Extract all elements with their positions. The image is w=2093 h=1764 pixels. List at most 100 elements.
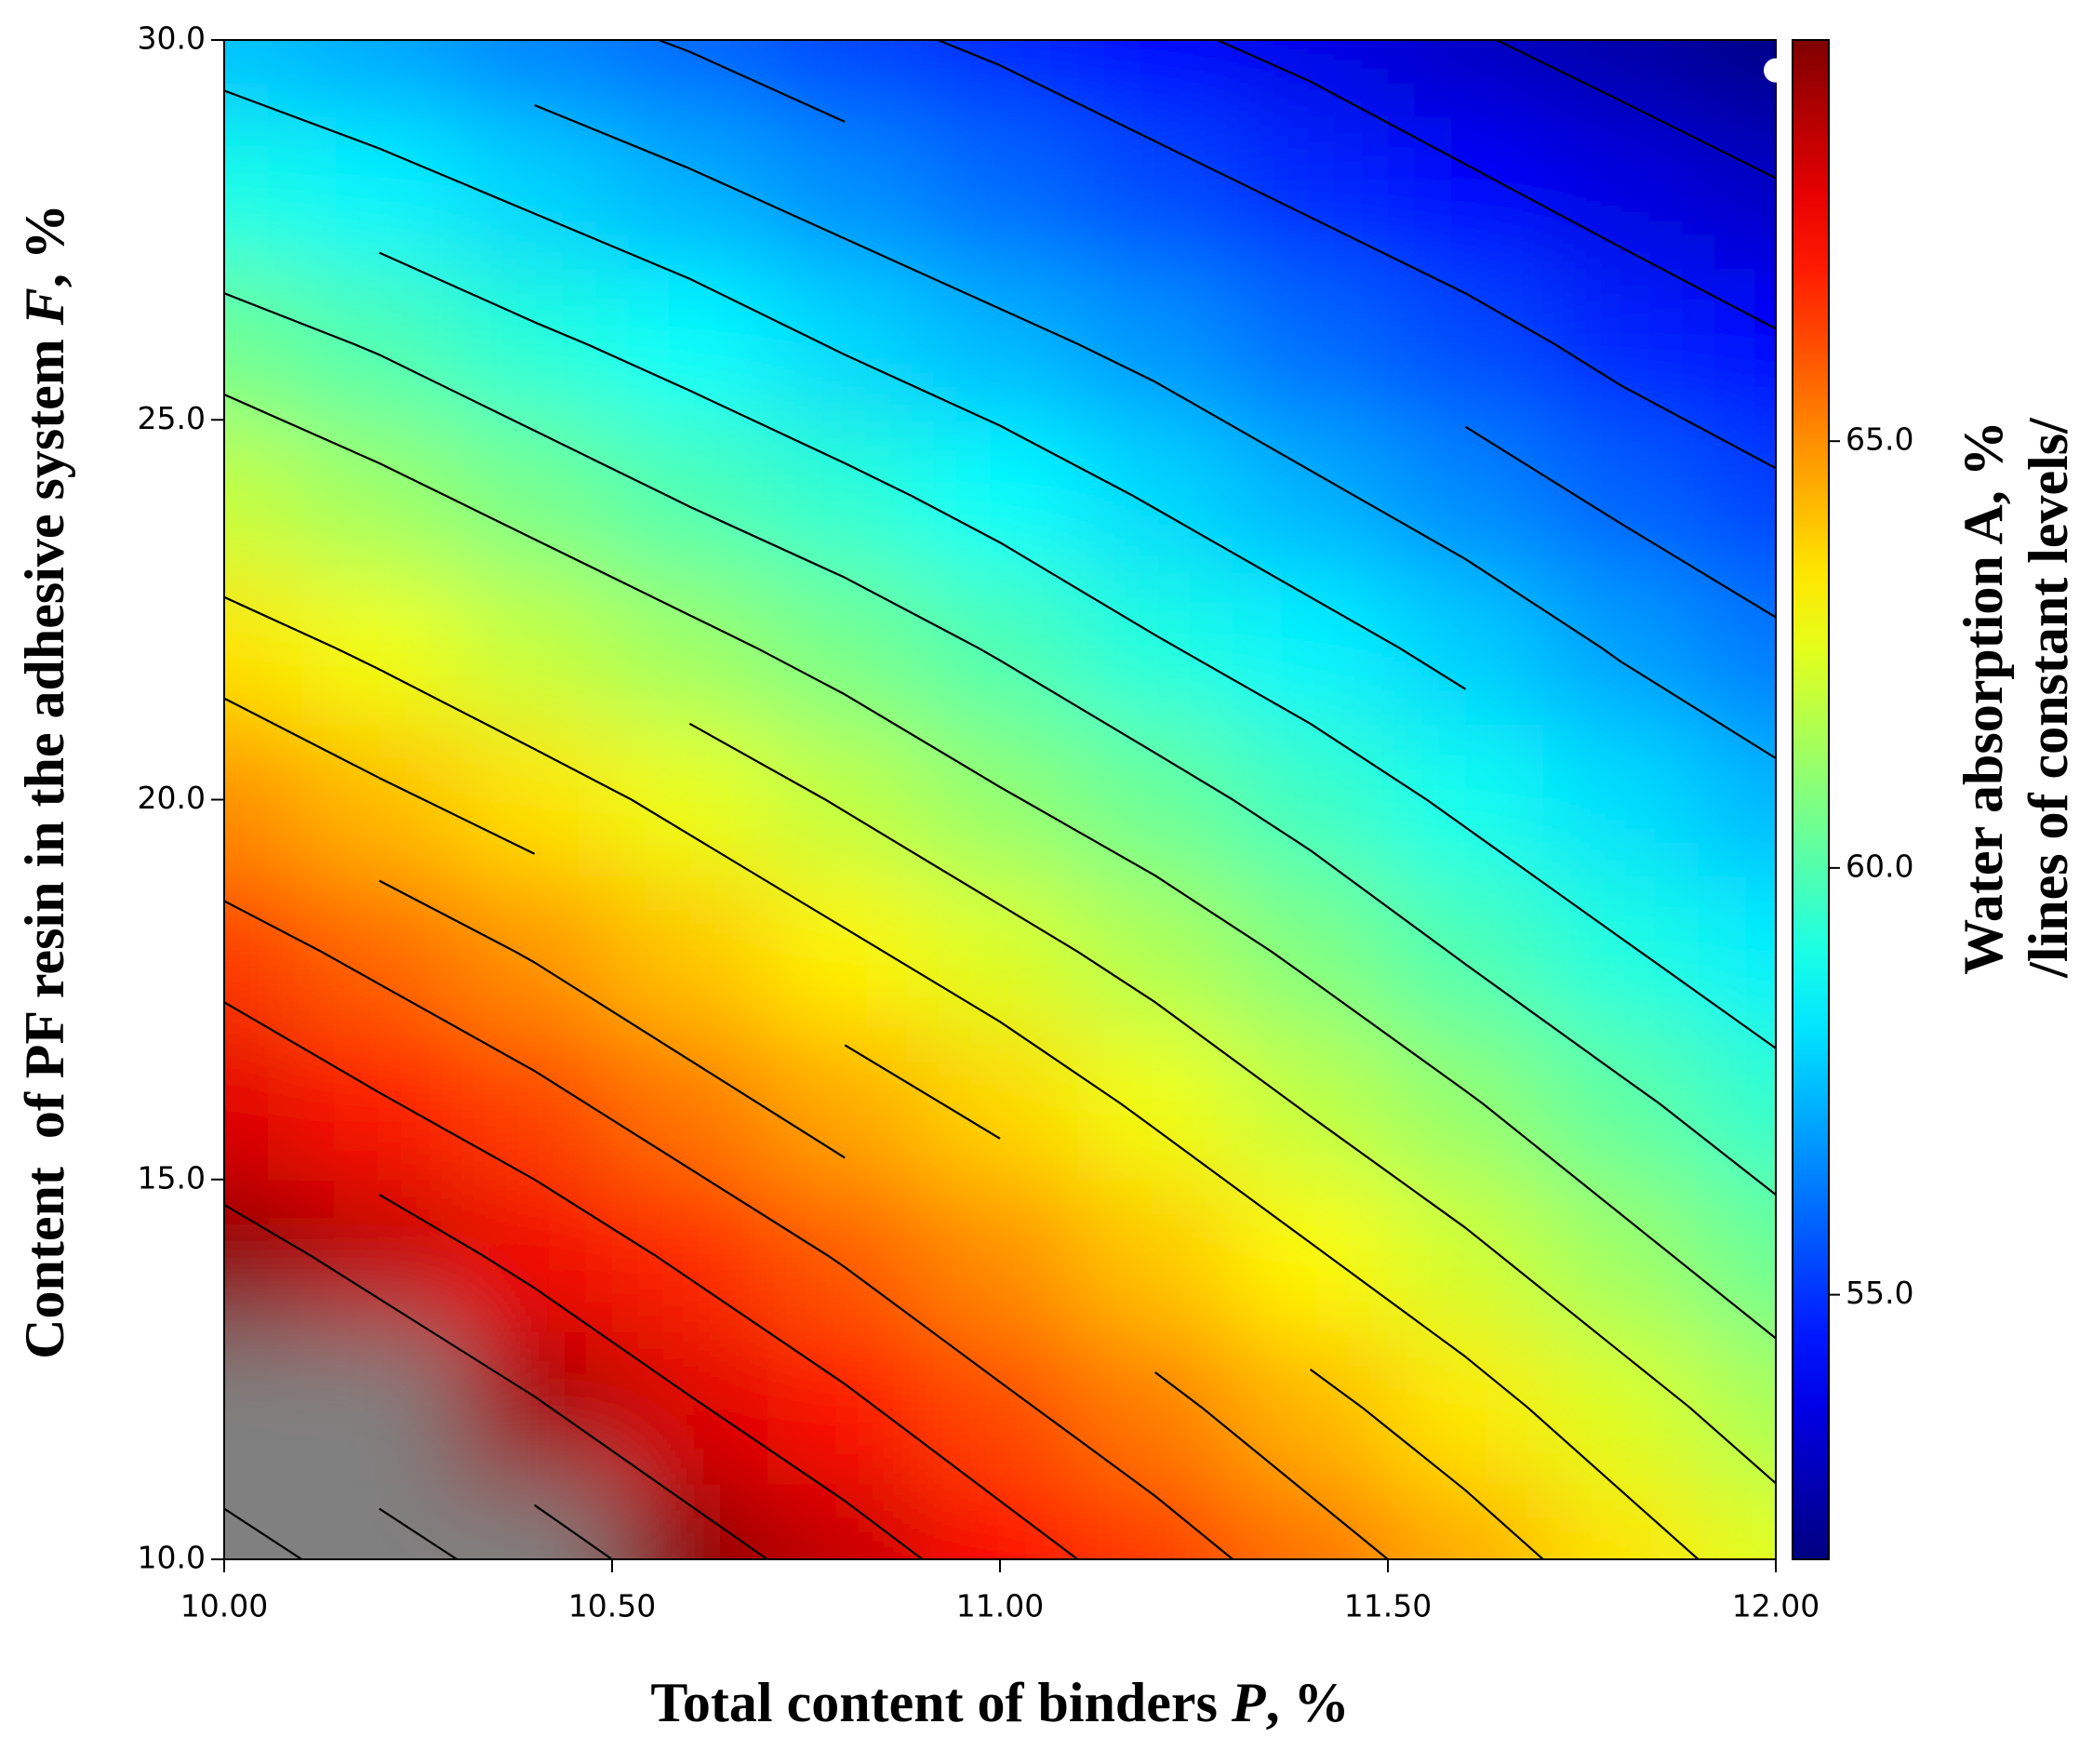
heat-cell xyxy=(1077,1179,1234,1333)
x-axis-title: Total content of binders P, % xyxy=(650,1672,1349,1733)
optimum-point xyxy=(1764,58,1788,83)
heat-cell xyxy=(1698,1331,1776,1485)
heat-cell xyxy=(1077,115,1234,269)
heat-cell xyxy=(767,1331,924,1485)
y-axis-title-part: , % xyxy=(14,204,75,287)
heat-cell xyxy=(767,420,924,573)
heat-cell xyxy=(767,1027,924,1181)
heat-cell xyxy=(1388,1483,1544,1559)
heat-cell xyxy=(224,420,303,573)
heat-cell xyxy=(224,115,303,269)
contour-line xyxy=(379,1507,458,1559)
heat-cell xyxy=(922,571,1079,725)
heat-cell xyxy=(457,40,613,117)
heat-cell xyxy=(1233,115,1389,269)
heat-cell xyxy=(922,115,1079,269)
heat-cell xyxy=(457,875,613,1029)
heat-cell xyxy=(1077,267,1234,421)
heat-cell xyxy=(612,875,768,1029)
heat-cell xyxy=(1698,267,1776,421)
colorbar xyxy=(1792,39,1830,1560)
y-tick-label: 15.0 xyxy=(138,1159,206,1196)
heat-cell xyxy=(301,1179,459,1333)
y-axis-title-part: F xyxy=(14,287,75,326)
heat-cell xyxy=(301,420,459,573)
heat-cell xyxy=(457,571,613,725)
heat-cell xyxy=(1233,875,1389,1029)
heat-cell xyxy=(767,40,924,117)
heat-cell xyxy=(301,1483,459,1559)
y-axis-title: Content of PF resin in the adhesive syst… xyxy=(14,204,75,1359)
heat-cell xyxy=(767,267,924,421)
heat-cell xyxy=(1077,1027,1234,1181)
x-tick-label: 10.50 xyxy=(568,1588,656,1624)
contour-line xyxy=(1217,40,1776,330)
heat-cell xyxy=(767,1483,924,1559)
heat-cell xyxy=(224,40,303,117)
contour-line xyxy=(224,292,1776,1196)
y-tick-label: 25.0 xyxy=(138,400,206,436)
heat-cell xyxy=(1388,875,1544,1029)
heat-cell xyxy=(922,1483,1079,1559)
heat-cell xyxy=(457,723,613,877)
heat-cell xyxy=(301,875,459,1029)
x-axis-title-part: P xyxy=(1231,1672,1267,1733)
heat-cell xyxy=(1388,420,1544,573)
contour-line xyxy=(224,595,1700,1559)
x-tick-label: 12.00 xyxy=(1732,1588,1820,1624)
heat-cell xyxy=(767,723,924,877)
heat-cell xyxy=(1542,115,1700,269)
heat-cell xyxy=(1388,723,1544,877)
heat-cell xyxy=(1698,115,1776,269)
heat-cell xyxy=(301,267,459,421)
axes: 10.00 10.50 11.00 11.50 12.00 10.0 15.0 20.0 25.… xyxy=(138,20,1914,1624)
heat-cell xyxy=(612,1179,768,1333)
heat-cell xyxy=(301,723,459,877)
heat-cell xyxy=(457,115,613,269)
contour-line xyxy=(224,89,1466,690)
contour-line xyxy=(688,722,1776,1485)
x-axis-title-part: Total content of binders xyxy=(650,1672,1232,1733)
heatmap-area xyxy=(224,40,1776,1559)
heat-cell xyxy=(1388,571,1544,725)
contour-line xyxy=(379,251,1776,1049)
heat-cell xyxy=(1077,40,1234,117)
heat-cell xyxy=(1233,420,1389,573)
heat-cell xyxy=(1542,420,1700,573)
colorbar-tick-label: 65.0 xyxy=(1846,421,1913,458)
contour-line xyxy=(224,1204,768,1559)
colorbar-subtitle: /lines of constant levels/ xyxy=(2018,417,2079,979)
contour-line xyxy=(533,1503,613,1559)
heat-cell xyxy=(1698,420,1776,573)
heat-cell xyxy=(1542,723,1700,877)
heat-cell xyxy=(1077,420,1234,573)
heat-cell xyxy=(1388,1331,1544,1485)
heat-cell xyxy=(1698,40,1776,117)
y-tick-label: 20.0 xyxy=(138,780,206,816)
heat-cell xyxy=(1388,1179,1544,1333)
heat-cell xyxy=(1388,40,1544,117)
heat-cell xyxy=(767,1179,924,1333)
x-tick-label: 11.50 xyxy=(1344,1588,1432,1624)
contour-line xyxy=(1496,40,1776,180)
heat-cell xyxy=(612,420,768,573)
heat-cell xyxy=(612,723,768,877)
heat-cell xyxy=(922,875,1079,1029)
heat-cell xyxy=(301,1331,459,1485)
contour-line xyxy=(658,40,1776,619)
heat-cell xyxy=(612,1331,768,1485)
contours xyxy=(224,40,1776,1559)
heat-cell xyxy=(457,1483,613,1559)
heat-cell xyxy=(301,40,459,117)
colorbar-tick-label: 60.0 xyxy=(1846,848,1913,884)
x-axis-title-part: , % xyxy=(1266,1672,1350,1733)
colorbar-tick-label: 55.0 xyxy=(1846,1275,1913,1311)
heat-cell xyxy=(767,115,924,269)
heat-cell xyxy=(1542,267,1700,421)
contour-line xyxy=(224,697,1544,1559)
heat-cell xyxy=(1233,1027,1389,1181)
heat-cell xyxy=(224,875,303,1029)
heat-cell xyxy=(1542,571,1700,725)
heat-cell xyxy=(767,571,924,725)
